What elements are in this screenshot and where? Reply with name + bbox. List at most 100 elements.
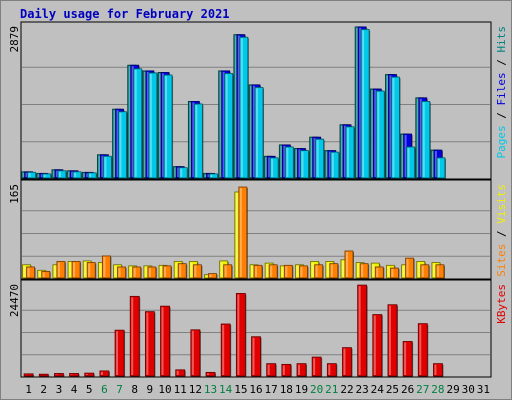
bar-highlight (313, 358, 316, 375)
bar-pages-25 (391, 76, 400, 179)
bar-pages-15 (239, 36, 249, 179)
bar-highlight (407, 147, 410, 177)
bar-kbytes-5 (84, 372, 95, 377)
bar-highlight (25, 172, 28, 177)
panel-visits-sites: 165 Sites / Visits (8, 179, 508, 280)
bar-highlight (175, 262, 178, 277)
x-tick-label: 26 (401, 383, 414, 396)
legend-entry: KBytes (495, 284, 508, 324)
bar-kbytes-26 (402, 341, 413, 377)
bar-sites-5 (86, 262, 96, 279)
bar-highlight (267, 364, 270, 375)
bar-highlight (300, 266, 303, 277)
bar-pages-17 (269, 157, 279, 179)
bar-highlight (392, 78, 395, 177)
bar-kbytes-6 (99, 370, 110, 377)
legend-entry: Hits (495, 26, 508, 53)
bar-sites-9 (147, 266, 157, 279)
x-tick-label: 10 (158, 383, 171, 396)
bar-highlight (401, 135, 404, 177)
bar-highlight (148, 267, 151, 277)
x-tick-label: 3 (56, 383, 63, 396)
bar-highlight (359, 27, 362, 177)
bar-kbytes-17 (266, 363, 277, 377)
x-tick-label: 12 (189, 383, 202, 396)
bar-sites-24 (374, 266, 384, 279)
bar-highlight (118, 267, 121, 277)
bar-sites-16 (253, 264, 263, 279)
x-axis-labels: 1 2 3 4 5 6 7 8 9 10 11 12 13 14 15 16 17 18 19 20 21 22 23 24 2… (25, 383, 490, 396)
legend-entry: / (495, 53, 508, 73)
legend-entry: / (495, 224, 508, 244)
bar-highlight (310, 138, 313, 177)
bar-highlight (160, 266, 163, 277)
bar-highlight (346, 127, 349, 177)
bar-highlight (86, 173, 89, 177)
bar-highlight (235, 192, 238, 277)
bar-pages-26 (406, 146, 416, 179)
bar-highlight (256, 88, 258, 177)
bar-pages-3 (57, 170, 67, 179)
bar-highlight (40, 174, 43, 177)
bar-sites-14 (223, 264, 233, 279)
bar-pages-11 (178, 167, 188, 179)
bar-kbytes-21 (326, 363, 337, 377)
bar-highlight (234, 35, 237, 178)
bar-highlight (343, 125, 346, 177)
bar-highlight (371, 89, 374, 177)
x-tick-label: 15 (234, 383, 247, 396)
bar-highlight (38, 271, 41, 277)
bar-highlight (165, 76, 168, 177)
legend-entry: / (495, 106, 508, 126)
bar-highlight (85, 374, 88, 375)
bar-highlight (176, 370, 179, 375)
bar-highlight (325, 151, 328, 177)
bar-highlight (311, 262, 314, 277)
bar-highlight (104, 157, 107, 177)
bar-highlight (255, 266, 257, 277)
x-tick-label: 8 (131, 383, 138, 396)
bar-highlight (179, 264, 182, 277)
bar-highlight (237, 294, 240, 375)
x-tick-label: 25 (386, 383, 399, 396)
bar-highlight (286, 147, 289, 177)
bar-sites-28 (435, 264, 445, 279)
x-tick-label: 4 (71, 383, 78, 396)
bar-highlight (162, 73, 165, 177)
x-tick-label: 18 (280, 383, 293, 396)
bar-highlight (174, 167, 177, 177)
bar-highlight (207, 373, 210, 375)
bar-highlight (250, 85, 252, 177)
bar-kbytes-15 (235, 293, 246, 377)
bar-highlight (113, 110, 116, 177)
bar-highlight (207, 174, 210, 177)
bar-highlight (128, 66, 131, 177)
x-tick-label: 11 (174, 383, 187, 396)
x-tick-label: 19 (295, 383, 308, 396)
bar-kbytes-11 (175, 369, 186, 377)
bar-highlight (422, 102, 425, 177)
x-tick-label: 16 (249, 383, 262, 396)
bar-pages-18 (284, 146, 294, 179)
panel-legend: KBytes (495, 284, 508, 324)
bar-highlight (296, 265, 299, 277)
bar-sites-4 (71, 261, 81, 279)
bar-highlight (373, 315, 376, 375)
bar-highlight (343, 348, 346, 375)
bar-highlight (404, 135, 407, 177)
bar-highlight (330, 264, 333, 277)
bar-highlight (437, 158, 440, 177)
bar-sites-12 (192, 264, 202, 279)
bar-highlight (434, 151, 437, 177)
bar-highlight (69, 262, 72, 277)
bar-pages-6 (102, 155, 112, 179)
bar-kbytes-14 (220, 323, 231, 377)
bar-pages-1 (27, 171, 36, 179)
bar-kbytes-16 (251, 336, 261, 377)
bar-sites-20 (314, 264, 324, 279)
legend-entry: Visits (495, 184, 508, 224)
bar-sites-22 (344, 250, 354, 279)
bar-highlight (416, 98, 419, 177)
bar-highlight (266, 264, 269, 277)
